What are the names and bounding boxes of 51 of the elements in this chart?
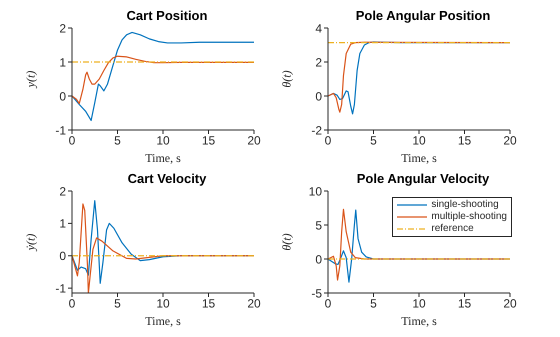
y-tick-label: 2 (59, 21, 66, 36)
chart-title: Pole Angular Position (356, 8, 490, 23)
y-axis-title: y(t) (23, 70, 38, 88)
y-tick-label: 10 (308, 184, 322, 198)
legend-label: multiple-shooting (431, 211, 507, 223)
x-tick-label: 10 (156, 134, 170, 148)
x-tick-label: 20 (247, 134, 261, 148)
x-tick-label: 5 (370, 296, 378, 311)
x-tick-label: 20 (503, 134, 517, 148)
legend-label: single-shooting (431, 199, 499, 211)
x-tick-label: 20 (247, 296, 261, 311)
x-tick-label: 0 (68, 296, 76, 311)
y-tick-label: 2 (315, 55, 322, 70)
x-tick-label: 15 (202, 296, 216, 311)
y-tick-label: 0 (59, 249, 66, 264)
y-tick-label: 1 (59, 55, 66, 70)
y-tick-label: -1 (55, 281, 66, 296)
x-tick-label: 10 (156, 296, 170, 311)
y-tick-label: 0 (315, 89, 322, 104)
x-tick-label: 15 (458, 296, 472, 311)
x-axis-title: Time, s (401, 151, 438, 165)
x-tick-label: 5 (370, 134, 378, 148)
x-tick-label: 5 (114, 134, 122, 148)
x-axis-title: Time, s (145, 151, 182, 165)
y-axis-title: θ(t) (279, 70, 294, 88)
x-axis-title: Time, s (401, 314, 438, 328)
x-tick-label: 5 (114, 296, 122, 311)
y-tick-label: 5 (315, 218, 322, 232)
y-tick-label: 0 (315, 252, 322, 266)
y-tick-label: -1 (55, 123, 66, 138)
x-tick-label: 15 (202, 134, 216, 148)
y-axis-title: θ̇(t) (279, 233, 294, 251)
x-tick-label: 20 (503, 296, 517, 311)
x-tick-label: 10 (412, 296, 426, 311)
y-axis-title: ẏ(t) (23, 234, 38, 252)
chart-title: Pole Angular Velocity (356, 171, 490, 186)
x-tick-label: 0 (68, 134, 76, 148)
x-tick-label: 10 (412, 134, 426, 148)
y-tick-label: 0 (59, 89, 66, 104)
x-axis-title: Time, s (145, 314, 182, 328)
x-tick-label: 0 (324, 134, 332, 148)
x-tick-label: 15 (458, 134, 472, 148)
chart-title: Cart Velocity (128, 171, 206, 186)
legend-label: reference (431, 223, 474, 235)
y-tick-label: -2 (311, 123, 322, 138)
y-tick-label: -5 (311, 286, 322, 300)
y-tick-label: 1 (59, 216, 66, 231)
chart-title: Cart Position (126, 8, 208, 23)
y-tick-label: 4 (315, 21, 322, 36)
x-tick-label: 0 (324, 296, 332, 311)
y-tick-label: 2 (59, 184, 66, 198)
